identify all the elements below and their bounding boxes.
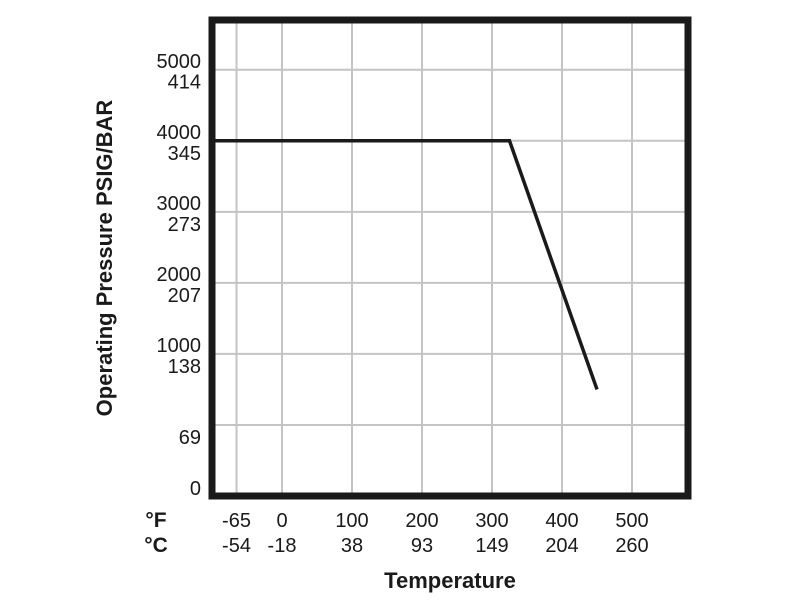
y-tick-label-psig: 5000 — [157, 51, 202, 73]
x-tick-label-c: 260 — [615, 535, 648, 557]
x-tick-label-c: -54 — [222, 535, 251, 557]
x-tick-label-f: 0 — [276, 510, 287, 532]
x-tick-label-f: 400 — [545, 510, 578, 532]
series-layer — [212, 139, 599, 391]
x-tick-labels: -65 -54 0 -18 100 38 200 93 300 149 400 204 500 260 — [222, 510, 649, 557]
x-tick-label-c: 204 — [545, 535, 578, 557]
x-unit-fahrenheit: °F — [145, 509, 166, 532]
y-tick-label-psig: 6000 — [157, 0, 202, 2]
y-tick-label-bar: 207 — [168, 285, 201, 307]
y-tick-label-bar: 138 — [168, 356, 201, 378]
x-tick-label-f: 300 — [475, 510, 508, 532]
x-tick-label-c: 93 — [411, 535, 433, 557]
pressure-rating-line — [212, 139, 599, 391]
x-unit-celsius: °C — [144, 534, 168, 557]
y-tick-label-bar: 69 — [179, 427, 201, 449]
x-tick-label-f: 500 — [615, 510, 648, 532]
grid-lines — [212, 20, 688, 496]
y-tick-label-psig: 2000 — [157, 264, 202, 286]
y-tick-label-psig: 3000 — [157, 193, 202, 215]
y-tick-label-bar: 345 — [168, 143, 201, 165]
x-tick-label-c: 38 — [341, 535, 363, 557]
x-tick-label-f: -65 — [222, 510, 251, 532]
y-tick-label-psig: 1000 — [157, 335, 202, 357]
plot-frame — [208, 16, 692, 500]
y-tick-label-bar: 414 — [168, 72, 201, 94]
x-tick-label-f: 100 — [335, 510, 368, 532]
y-tick-labels: 0 1000 69 2000 138 3000 207 4000 273 5000 345 6000 4… — [157, 0, 202, 500]
y-axis-title: Operating Pressure PSIG/BAR — [92, 100, 117, 417]
x-tick-label-c: 149 — [475, 535, 508, 557]
x-axis-title: Temperature — [384, 568, 516, 593]
y-tick-label-psig: 0 — [190, 478, 201, 500]
x-tick-label-c: -18 — [268, 535, 297, 557]
x-tick-label-f: 200 — [405, 510, 438, 532]
y-tick-label-psig: 4000 — [157, 122, 202, 144]
y-tick-label-bar: 273 — [168, 214, 201, 236]
